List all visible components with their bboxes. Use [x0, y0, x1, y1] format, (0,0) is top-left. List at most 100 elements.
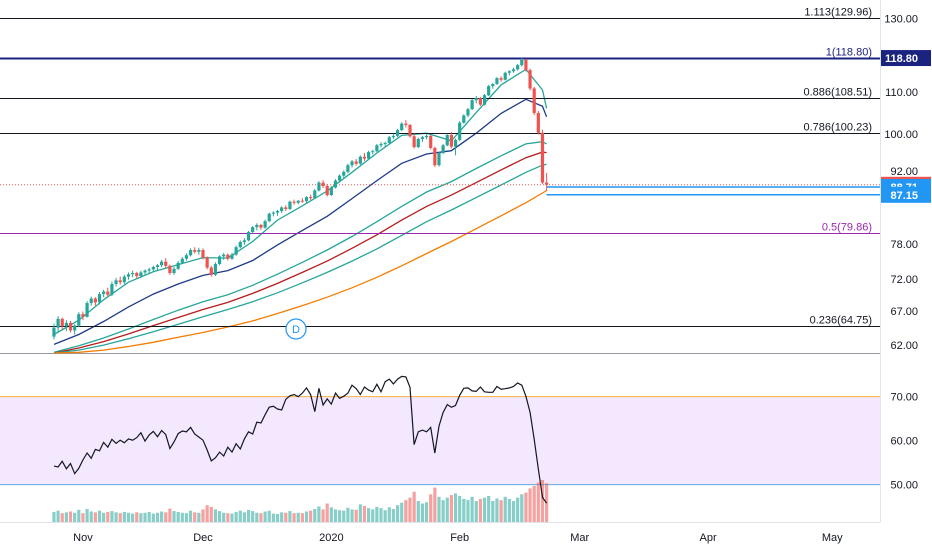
dividend-marker[interactable]: D — [285, 318, 307, 340]
candle[interactable] — [188, 248, 193, 257]
candle[interactable] — [271, 211, 275, 217]
candle[interactable] — [93, 297, 97, 306]
candle[interactable] — [420, 135, 425, 143]
candle[interactable] — [367, 150, 371, 160]
candle[interactable] — [304, 196, 309, 203]
candle[interactable] — [255, 223, 259, 231]
candle[interactable] — [338, 174, 342, 183]
candle[interactable] — [155, 264, 160, 270]
candle[interactable] — [226, 253, 230, 261]
candle[interactable] — [375, 143, 379, 153]
candle[interactable] — [60, 317, 64, 330]
candle[interactable] — [333, 179, 338, 189]
candle[interactable] — [329, 186, 333, 197]
candle[interactable] — [362, 153, 367, 161]
candle[interactable] — [147, 267, 151, 274]
candle[interactable] — [205, 256, 209, 270]
candle[interactable] — [441, 143, 445, 154]
candle[interactable] — [85, 301, 89, 318]
candle[interactable] — [176, 261, 180, 270]
candle[interactable] — [462, 114, 466, 124]
candle[interactable] — [234, 245, 238, 256]
candle[interactable] — [424, 133, 429, 140]
candle[interactable] — [222, 252, 226, 260]
candle[interactable] — [325, 184, 329, 197]
candle[interactable] — [404, 120, 408, 128]
candle[interactable] — [395, 128, 400, 138]
candle[interactable] — [474, 96, 478, 104]
candle[interactable] — [511, 67, 516, 73]
candle[interactable] — [201, 248, 205, 260]
candle[interactable] — [300, 198, 304, 203]
candle[interactable] — [445, 133, 449, 147]
candle[interactable] — [358, 155, 362, 165]
candle[interactable] — [487, 84, 491, 97]
candle[interactable] — [288, 200, 292, 211]
candle[interactable] — [110, 281, 114, 296]
candle[interactable] — [449, 131, 453, 149]
candle[interactable] — [503, 71, 507, 81]
candle[interactable] — [545, 172, 549, 192]
candles[interactable] — [52, 58, 549, 340]
candle[interactable] — [354, 159, 358, 166]
candle[interactable] — [342, 170, 346, 179]
candle[interactable] — [540, 129, 545, 185]
candle[interactable] — [292, 199, 296, 205]
candle[interactable] — [313, 189, 317, 200]
candle[interactable] — [482, 94, 487, 106]
candle[interactable] — [143, 269, 147, 276]
candle[interactable] — [81, 311, 85, 321]
candle[interactable] — [168, 264, 172, 275]
candle[interactable] — [164, 258, 168, 268]
candle[interactable] — [246, 230, 251, 242]
candle[interactable] — [102, 289, 106, 298]
candle[interactable] — [412, 133, 416, 149]
candle[interactable] — [68, 320, 73, 333]
candle[interactable] — [77, 312, 81, 327]
candle[interactable] — [217, 255, 222, 266]
candle[interactable] — [263, 219, 267, 229]
candle[interactable] — [89, 296, 93, 306]
candle[interactable] — [135, 271, 139, 279]
candle[interactable] — [197, 247, 201, 255]
candle[interactable] — [106, 287, 110, 297]
candle[interactable] — [387, 135, 391, 144]
candle[interactable] — [453, 138, 458, 156]
candle[interactable] — [296, 200, 300, 205]
candle[interactable] — [416, 137, 420, 148]
candle[interactable] — [114, 277, 118, 287]
candle[interactable] — [458, 121, 462, 142]
candle[interactable] — [437, 151, 441, 167]
candle[interactable] — [346, 163, 350, 174]
candle[interactable] — [391, 133, 396, 139]
candle[interactable] — [516, 64, 520, 71]
candle[interactable] — [259, 223, 263, 230]
candle[interactable] — [309, 194, 313, 201]
candle[interactable] — [131, 270, 135, 278]
candle[interactable] — [433, 146, 437, 168]
candle[interactable] — [122, 274, 126, 285]
candle[interactable] — [536, 110, 540, 135]
candle[interactable] — [267, 212, 271, 223]
candle[interactable] — [321, 180, 325, 189]
candle[interactable] — [118, 276, 122, 285]
candle[interactable] — [466, 107, 470, 118]
candle[interactable] — [524, 59, 528, 72]
candle[interactable] — [491, 82, 495, 89]
candle[interactable] — [284, 205, 288, 212]
candle[interactable] — [242, 238, 246, 245]
candle[interactable] — [478, 96, 482, 106]
candle[interactable] — [251, 226, 255, 234]
candle[interactable] — [317, 181, 321, 192]
candle[interactable] — [97, 292, 102, 305]
candle[interactable] — [280, 206, 284, 214]
candle[interactable] — [495, 77, 499, 85]
candle[interactable] — [528, 68, 532, 91]
candle[interactable] — [275, 210, 280, 216]
candle[interactable] — [160, 259, 164, 268]
candle[interactable] — [350, 160, 354, 168]
candle[interactable] — [193, 247, 197, 254]
candle[interactable] — [64, 320, 68, 332]
